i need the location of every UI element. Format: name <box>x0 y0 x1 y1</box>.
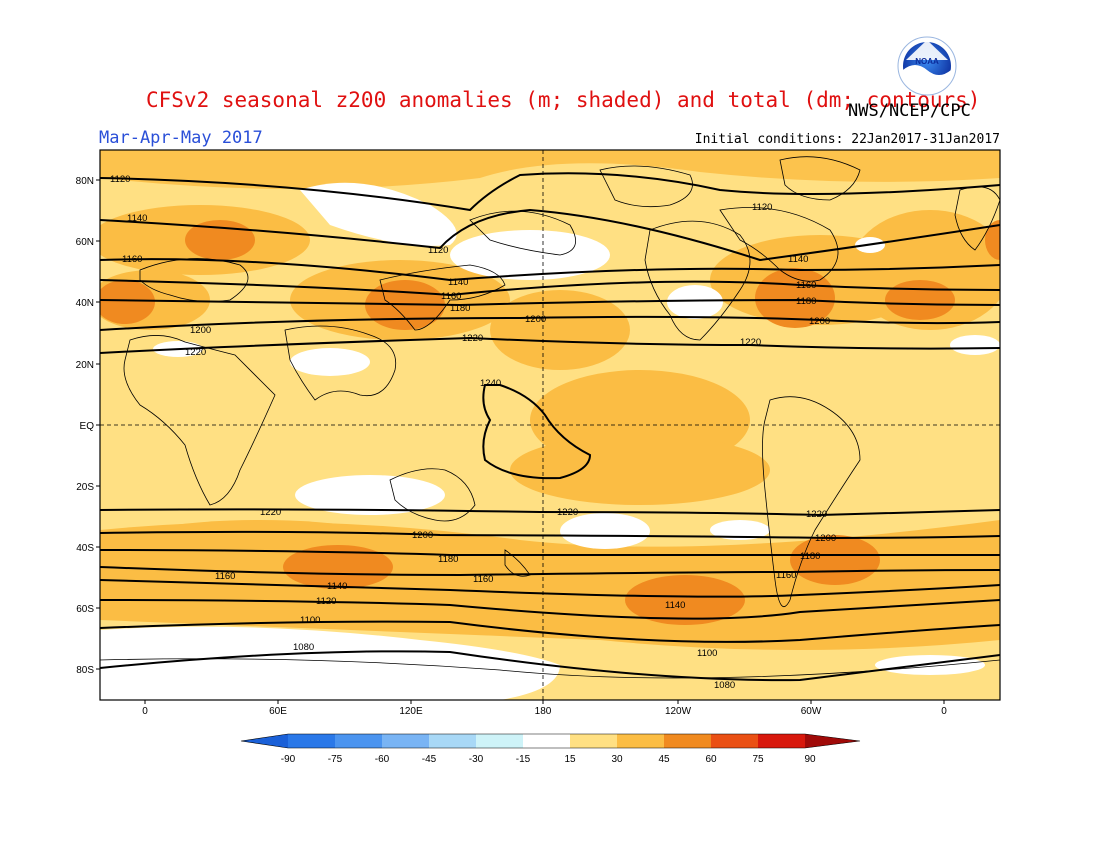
svg-text:NOAA: NOAA <box>915 57 939 66</box>
colorbar-label: -75 <box>328 754 343 765</box>
contour-label: 1220 <box>557 507 578 518</box>
lat-label: 20N <box>76 360 94 371</box>
contour-label: 1180 <box>800 551 820 562</box>
colorbar-label: 45 <box>658 754 670 765</box>
contour-label: 1080 <box>714 680 735 691</box>
colorbar-swatch <box>758 734 805 748</box>
colorbar-swatch <box>382 734 429 748</box>
colorbar-arrow-high <box>805 734 860 748</box>
lon-label: 0 <box>941 706 947 717</box>
lon-label: 120E <box>399 706 423 717</box>
contour-label: 1160 <box>796 280 816 291</box>
lat-label: 40S <box>76 543 94 554</box>
contour-label: 1100 <box>300 615 320 626</box>
contour-label: 1080 <box>293 642 314 653</box>
noaa-logo: NOAA <box>897 36 957 96</box>
colorbar-swatch <box>523 734 570 748</box>
contour-label: 1240 <box>480 378 501 389</box>
contour-label: 1180 <box>450 303 470 314</box>
contour-label: 1140 <box>448 277 468 288</box>
colorbar-label: 30 <box>611 754 623 765</box>
lat-label: 60N <box>76 237 94 248</box>
colorbar-label: 75 <box>752 754 764 765</box>
colorbar-label: -90 <box>281 754 296 765</box>
height-contours <box>100 172 1000 682</box>
lon-label: 180 <box>535 706 552 717</box>
contour-label: 1160 <box>473 574 493 585</box>
contour-label: 1200 <box>525 314 546 325</box>
colorbar-swatch <box>617 734 664 748</box>
contour-label: 1220 <box>185 347 206 358</box>
contour-label: 1120 <box>316 596 336 607</box>
lat-label: 60S <box>76 604 94 615</box>
chart-title: CFSv2 seasonal z200 anomalies (m; shaded… <box>146 88 981 112</box>
contour-label: 1140 <box>665 600 685 611</box>
contour-label: 1200 <box>815 533 836 544</box>
contour-label: 1100 <box>697 648 717 659</box>
contour-label: 1160 <box>122 254 142 265</box>
lon-label: 0 <box>142 706 148 717</box>
lat-label: EQ <box>80 421 95 432</box>
contour-label: 1180 <box>796 296 816 307</box>
colorbar-arrow-low <box>241 734 288 748</box>
contour-label: 1220 <box>806 509 827 520</box>
colorbar-swatch <box>570 734 617 748</box>
colorbar-label: -15 <box>516 754 531 765</box>
colorbar-label: 60 <box>705 754 717 765</box>
contour-label: 1140 <box>127 213 147 224</box>
contour-label: 1200 <box>412 530 433 541</box>
colorbar-swatch <box>429 734 476 748</box>
lon-label: 60W <box>801 706 822 717</box>
contour-label: 1200 <box>190 325 211 336</box>
lat-label: 80N <box>76 176 94 187</box>
lat-label: 80S <box>76 665 94 676</box>
contour-label: 1220 <box>740 337 761 348</box>
colorbar-label: -30 <box>469 754 484 765</box>
colorbar-swatch <box>288 734 335 748</box>
colorbar-label: -60 <box>375 754 390 765</box>
contour-label: 1220 <box>260 507 281 518</box>
contour-label: 1120 <box>110 174 130 185</box>
colorbar-swatch <box>664 734 711 748</box>
contour-label: 1160 <box>776 570 796 581</box>
lon-label: 120W <box>665 706 692 717</box>
colorbar-label: -45 <box>422 754 437 765</box>
lat-label: 40N <box>76 298 94 309</box>
contour-label: 1220 <box>462 333 483 344</box>
colorbar-swatch <box>476 734 523 748</box>
lon-label: 60E <box>269 706 287 717</box>
contour-label-layer: 1120 1140 1160 1200 1220 1120 1140 1160 … <box>110 174 836 691</box>
colorbar: -90 -75 -60 -45 -30 -15 15 30 45 60 75 9… <box>240 733 861 765</box>
colorbar-swatch <box>335 734 382 748</box>
contour-label: 1180 <box>438 554 458 565</box>
longitude-axis: 0 60E 120E 180 120W 60W 0 <box>142 700 947 717</box>
contour-label: 1140 <box>788 254 808 265</box>
contour-label: 1200 <box>809 316 830 327</box>
contour-label: 1140 <box>327 581 347 592</box>
colorbar-swatch <box>711 734 758 748</box>
contour-label: 1160 <box>441 291 461 302</box>
contour-label: 1120 <box>428 245 448 256</box>
contour-label: 1120 <box>752 202 772 213</box>
colorbar-label: 90 <box>804 754 816 765</box>
season-label: Mar-Apr-May 2017 <box>99 128 263 148</box>
lat-label: 20S <box>76 482 94 493</box>
latitude-axis: 80N 60N 40N 20N EQ 20S 40S 60S 80S <box>76 176 100 676</box>
initial-conditions-label: Initial conditions: 22Jan2017-31Jan2017 <box>694 132 1000 147</box>
organization-label: NWS/NCEP/CPC <box>848 101 971 121</box>
colorbar-label: 15 <box>564 754 576 765</box>
contour-label: 1160 <box>215 571 235 582</box>
